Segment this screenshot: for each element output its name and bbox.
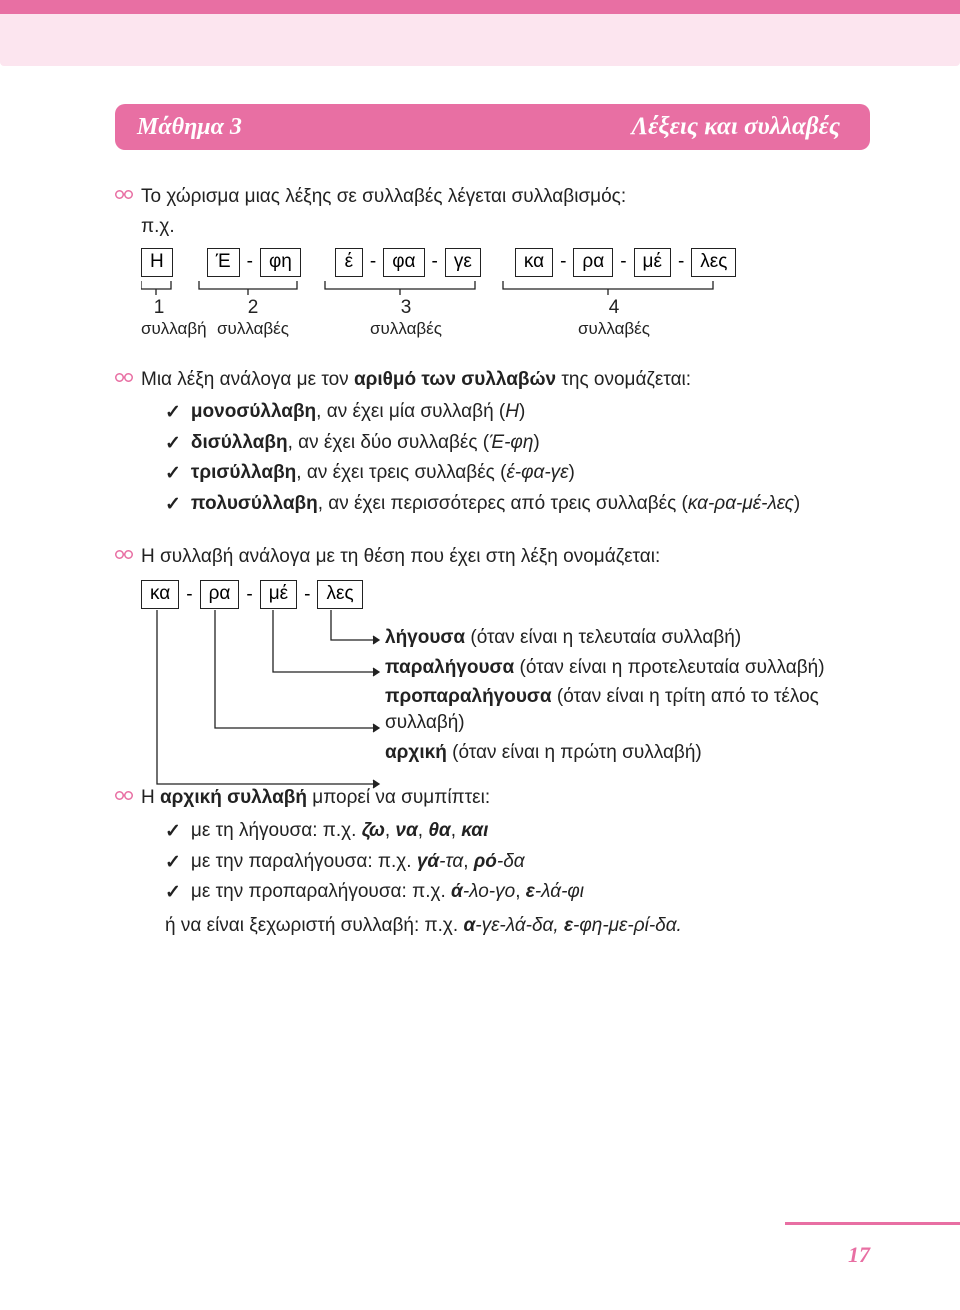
check-list-1: ✓μονοσύλλαβη, αν έχει μία συλλαβή (Η) ✓δ… <box>165 398 870 518</box>
dash: - <box>560 251 566 273</box>
dash: - <box>432 251 438 273</box>
lesson-title: Λέξεις και συλλαβές <box>632 113 841 141</box>
check-icon: ✓ <box>165 460 181 488</box>
syl-box: γε <box>445 248 481 277</box>
check-item: ✓ με την προπαραλήγουσα: π.χ. ά-λο-γο, ε… <box>165 878 870 907</box>
dash: - <box>246 584 252 606</box>
dash: - <box>247 251 253 273</box>
syl-box: ρα <box>200 580 240 609</box>
check-item: ✓πολυσύλλαβη, αν έχει περισσότερες από τ… <box>165 490 870 519</box>
check-icon: ✓ <box>165 849 181 877</box>
bracket-labels: 1 συλλαβή 2 συλλαβές 3 συλλαβές 4 συλλαβ… <box>141 297 870 339</box>
check-item: ✓τρισύλλαβη, αν έχει τρεις συλλαβές (έ-φ… <box>165 459 870 488</box>
def-row: αρχική (όταν είναι η πρώτη συλλαβή) <box>385 740 885 766</box>
bullet-3: Η συλλαβή ανάλογα με τη θέση που έχει στ… <box>115 544 870 570</box>
check-icon: ✓ <box>165 399 181 427</box>
bracket-svg <box>141 281 781 297</box>
check-list-2: ✓ με τη λήγουσα: π.χ. ζω, να, θα, και ✓ … <box>165 817 870 907</box>
lesson-header: Μάθημα 3 Λέξεις και συλλαβές <box>115 104 870 150</box>
syl-box: Η <box>141 248 173 277</box>
syl-box: Έ <box>207 248 240 277</box>
bullet-2: Μια λέξη ανάλογα με τον αριθμό των συλλα… <box>115 367 870 393</box>
syl-box: μέ <box>634 248 671 277</box>
def-row: λήγουσα (όταν είναι η τελευταία συλλαβή) <box>385 625 885 651</box>
footer-line <box>785 1222 960 1225</box>
dash: - <box>304 584 310 606</box>
dash: - <box>678 251 684 273</box>
check-icon: ✓ <box>165 818 181 846</box>
position-diagram: κα - ρα - μέ - λες λήγουσα (όταν είναι η… <box>141 580 870 765</box>
syl-box: κα <box>515 248 553 277</box>
pink-band <box>0 14 960 66</box>
page-content: Μάθημα 3 Λέξεις και συλλαβές Το χώρισμα … <box>0 104 960 938</box>
glasses-icon <box>115 790 133 801</box>
bullet-1-text: Το χώρισμα μιας λέξης σε συλλαβές λέγετα… <box>141 184 626 210</box>
glasses-icon <box>115 372 133 383</box>
syl-box: έ <box>335 248 363 277</box>
count-word: συλλαβές <box>507 319 721 339</box>
dash: - <box>620 251 626 273</box>
syl-box: φη <box>260 248 301 277</box>
check-item: ✓δισύλλαβη, αν έχει δύο συλλαβές (Έ-φη) <box>165 429 870 458</box>
top-strip <box>0 0 960 14</box>
syl-box: ρα <box>573 248 613 277</box>
connector-svg <box>141 610 391 800</box>
syl-box: κα <box>141 580 179 609</box>
check-item: ✓μονοσύλλαβη, αν έχει μία συλλαβή (Η) <box>165 398 870 427</box>
example-prefix: π.χ. <box>141 216 870 238</box>
count: 1 <box>141 297 177 319</box>
glasses-icon <box>115 549 133 560</box>
dash: - <box>370 251 376 273</box>
syllable-row: Η Έ - φη έ - φα - γε κα - ρα - μέ - λες <box>141 248 870 277</box>
lesson-number: Μάθημα 3 <box>137 114 242 141</box>
glasses-icon <box>115 189 133 200</box>
bullet-2-text: Μια λέξη ανάλογα με τον αριθμό των συλλα… <box>141 367 691 393</box>
check-icon: ✓ <box>165 430 181 458</box>
definitions: λήγουσα (όταν είναι η τελευταία συλλαβή)… <box>385 625 885 765</box>
page-number: 17 <box>848 1242 870 1268</box>
count-word: συλλαβές <box>329 319 483 339</box>
bullet-1: Το χώρισμα μιας λέξης σε συλλαβές λέγετα… <box>115 184 870 210</box>
syl-box: φα <box>383 248 424 277</box>
syl-box: μέ <box>260 580 297 609</box>
check-icon: ✓ <box>165 491 181 519</box>
count-word: συλλαβή <box>141 319 177 339</box>
last-line: ή να είναι ξεχωριστή συλλαβή: π.χ. α-γε-… <box>165 913 870 939</box>
count: 3 <box>329 297 483 319</box>
bullet-3-text: Η συλλαβή ανάλογα με τη θέση που έχει στ… <box>141 544 660 570</box>
check-item: ✓ με την παραλήγουσα: π.χ. γά-τα, ρό-δα <box>165 848 870 877</box>
syl-box: λες <box>317 580 362 609</box>
count: 2 <box>201 297 305 319</box>
count-word: συλλαβές <box>201 319 305 339</box>
def-row: παραλήγουσα (όταν είναι η προτελευταία σ… <box>385 655 885 681</box>
dash: - <box>186 584 192 606</box>
check-icon: ✓ <box>165 879 181 907</box>
check-item: ✓ με τη λήγουσα: π.χ. ζω, να, θα, και <box>165 817 870 846</box>
syl-box: λες <box>691 248 736 277</box>
def-row: προπαραλήγουσα (όταν είναι η τρίτη από τ… <box>385 684 885 735</box>
count: 4 <box>507 297 721 319</box>
